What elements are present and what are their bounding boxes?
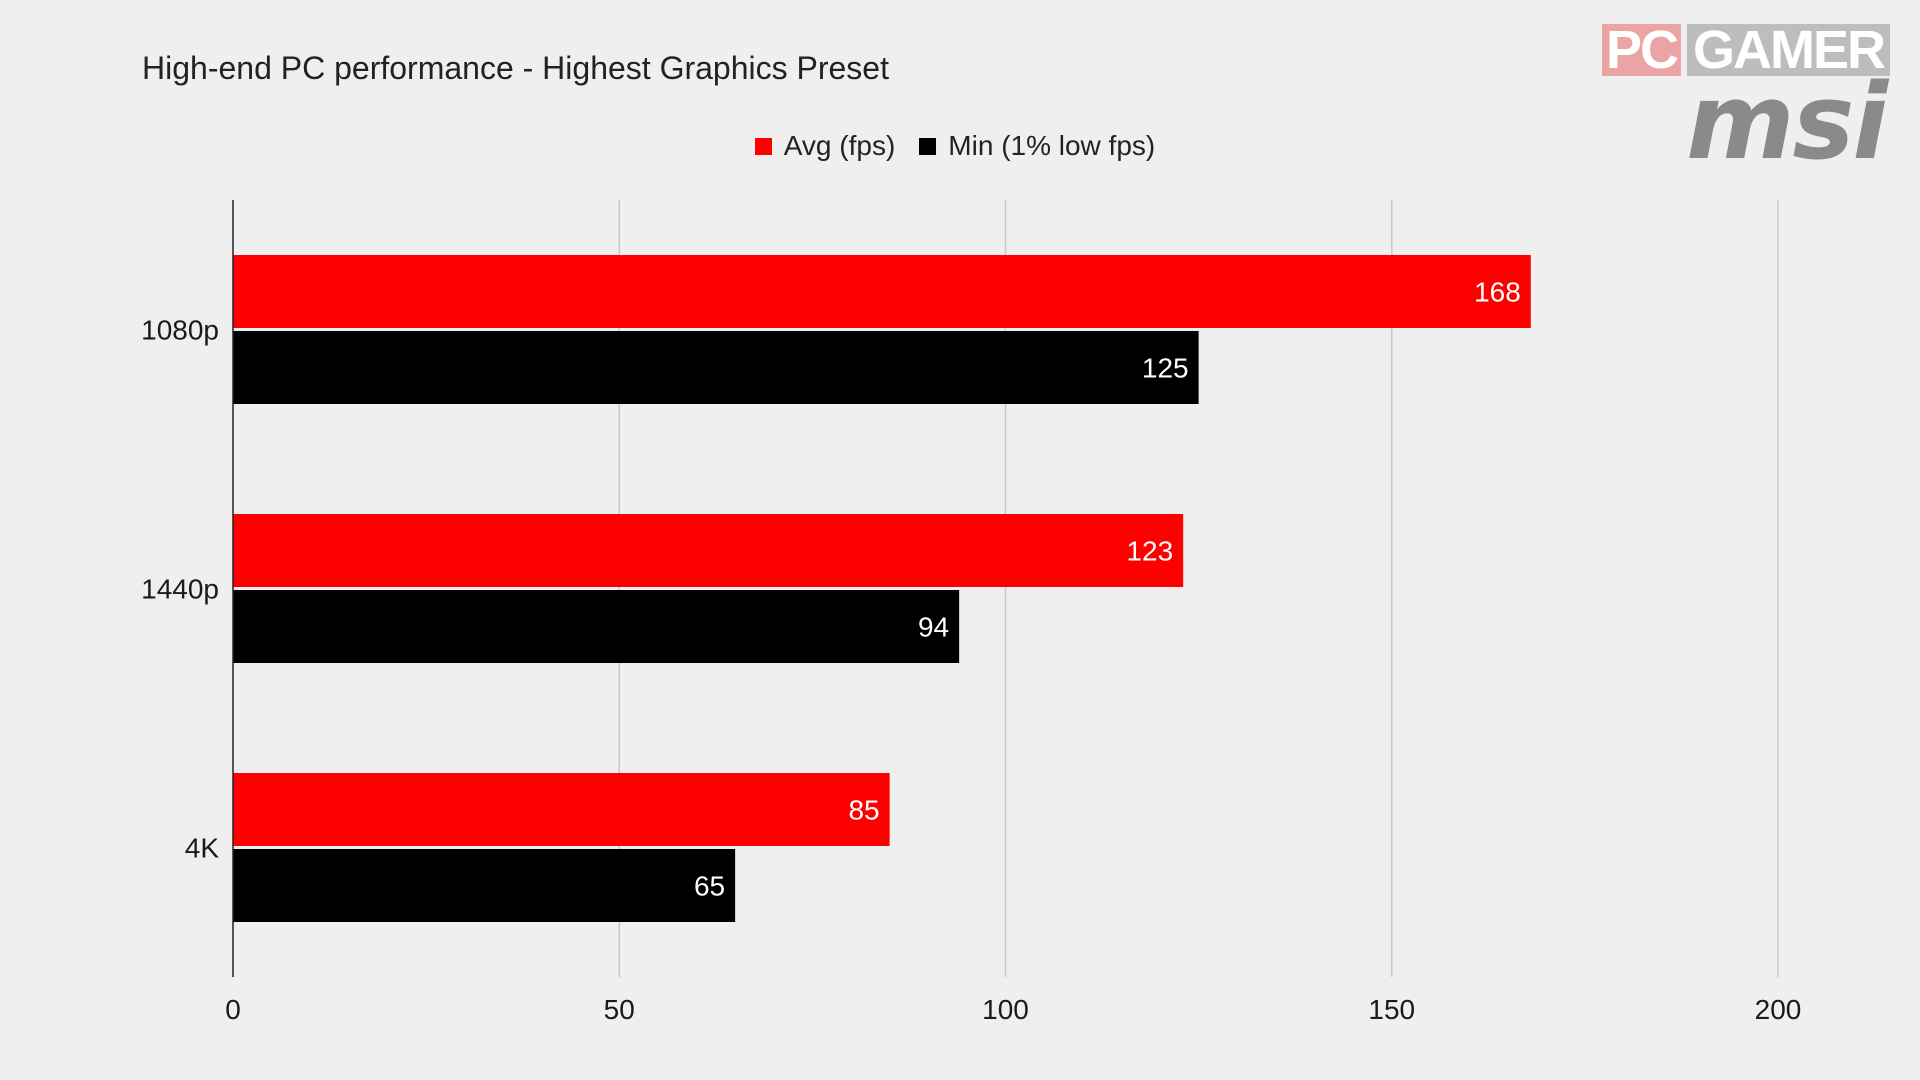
pc-gamer-msi-logo: PC GAMER msi [1601,23,1890,183]
bar-label-1080p-min: 125 [1142,353,1189,384]
x-tick-label-0: 0 [225,994,241,1025]
legend-item-min: Min (1% low fps) [919,130,1155,162]
y-category-label-1440p: 1440p [141,574,219,605]
legend-label-min: Min (1% low fps) [948,130,1156,161]
x-tick-label-50: 50 [604,994,635,1025]
chart-title: High-end PC performance - Highest Graphi… [142,50,889,86]
x-tick-label-200: 200 [1755,994,1802,1025]
bar-1440p-avg [233,514,1184,587]
legend-swatch-min [919,137,937,155]
bar-4k-avg [233,773,890,846]
y-category-label-1080p: 1080p [141,315,219,346]
bar-label-1080p-avg: 168 [1474,277,1521,308]
legend: Avg (fps) Min (1% low fps) [0,130,1910,162]
bar-4k-min [233,849,736,922]
legend-item-avg: Avg (fps) [754,130,896,162]
legend-swatch-avg [754,137,772,155]
bar-1080p-min [233,331,1199,404]
y-category-label-4k: 4K [185,833,220,864]
grid-lines [618,200,1779,977]
bars: 168 125 123 94 85 65 [233,255,1531,922]
x-tick-label-100: 100 [982,994,1029,1025]
x-tick-label-150: 150 [1368,994,1415,1025]
logo-pc: PC [1601,23,1681,77]
msi-logo: msi [1686,61,1888,183]
bar-1440p-min [233,590,960,663]
bar-label-1440p-min: 94 [918,612,949,643]
bar-label-4k-avg: 85 [848,795,879,826]
pc-gamer-logo: PC GAMER [1601,23,1890,77]
bar-label-1440p-avg: 123 [1126,536,1173,567]
bar-1080p-avg [233,255,1531,328]
logo-gamer: GAMER [1687,23,1890,77]
axes: 0 50 100 150 200 1080p 1440p 4K [141,200,1801,1025]
legend-label-avg: Avg (fps) [783,130,896,161]
bar-label-4k-min: 65 [694,871,725,902]
